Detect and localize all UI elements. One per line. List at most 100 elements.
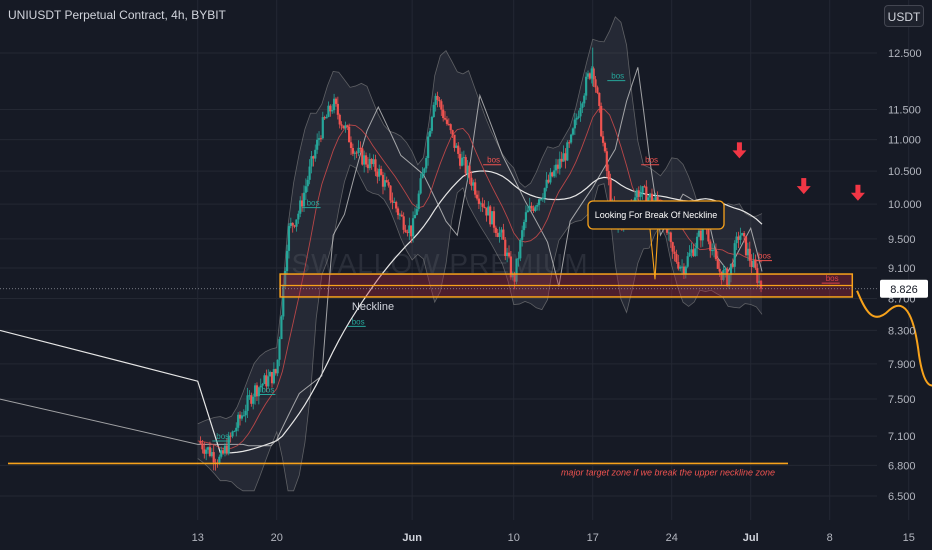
candle-body: [314, 149, 317, 159]
candle-body: [344, 125, 347, 129]
candle-body: [573, 119, 576, 129]
candle-body: [400, 214, 403, 217]
candle-body: [302, 192, 306, 207]
candle-body: [679, 266, 682, 269]
y-tick-label: 12.500: [888, 48, 922, 60]
candle-body: [263, 375, 266, 384]
candle-body: [667, 232, 670, 234]
candle-body: [443, 118, 447, 120]
candle-body: [566, 142, 569, 161]
callout-label: Looking For Break Of Neckline: [595, 210, 718, 220]
chart-title: UNIUSDT Perpetual Contract, 4h, BYBIT: [8, 8, 226, 22]
candle-body: [543, 188, 546, 198]
candle-body: [393, 201, 396, 203]
down-arrow-shaft: [855, 184, 861, 194]
candle-body: [299, 200, 302, 214]
candle-body: [227, 435, 230, 454]
bos-label: bos: [216, 432, 229, 441]
candle-body: [396, 208, 400, 216]
y-tick-label: 10.000: [888, 199, 922, 211]
candle-body: [475, 194, 479, 199]
candle-body: [410, 225, 413, 237]
candle-body: [680, 266, 684, 268]
candle-body: [370, 158, 373, 165]
candle-body: [427, 136, 430, 159]
candle-body: [592, 68, 595, 80]
candle-body: [432, 104, 435, 118]
candle-body: [474, 182, 477, 195]
candle-body: [246, 395, 249, 411]
candle-body: [746, 248, 749, 256]
down-arrow-shaft: [801, 178, 807, 188]
candle-body: [278, 339, 281, 360]
candle-body: [398, 214, 402, 216]
x-tick-label: 24: [666, 532, 678, 544]
candle-body: [538, 199, 541, 206]
candle-body: [551, 172, 554, 177]
candle-body: [650, 193, 654, 203]
candle-body: [739, 235, 742, 240]
candle-body: [590, 68, 593, 79]
candle-body: [568, 142, 571, 144]
candle-body: [560, 158, 563, 162]
candle-body: [506, 252, 509, 256]
bos-label: bos: [352, 317, 365, 326]
candle-body: [222, 450, 225, 454]
candle-body: [547, 179, 550, 183]
candle-body: [372, 159, 375, 165]
candle-body: [716, 259, 719, 269]
candle-body: [752, 260, 755, 268]
candle-body: [470, 177, 473, 186]
candle-body: [233, 431, 236, 433]
candle-body: [526, 210, 529, 213]
candle-body: [748, 248, 751, 261]
candle-body: [206, 447, 210, 450]
candle-body: [741, 233, 744, 236]
candle-body: [509, 256, 512, 278]
candle-body: [690, 249, 693, 253]
candle-body: [759, 280, 763, 289]
candle-body: [585, 76, 588, 96]
currency-button[interactable]: USDT: [884, 5, 924, 27]
candle-body: [319, 138, 323, 140]
candle-body: [517, 258, 520, 260]
candle-body: [487, 206, 490, 216]
bollinger-upper: [197, 16, 763, 425]
candle-body: [492, 211, 496, 228]
candle-body: [726, 268, 729, 286]
down-arrow-icon: [732, 150, 747, 159]
candle-body: [489, 206, 492, 225]
y-tick-label: 6.800: [888, 460, 916, 472]
down-arrow-icon: [796, 186, 811, 195]
candle-body: [310, 156, 313, 167]
candle-body: [436, 95, 439, 100]
candle-body: [515, 258, 518, 282]
candle-body: [376, 171, 379, 177]
candle-body: [490, 211, 494, 225]
candle-body: [357, 147, 360, 153]
projection-path: [856, 290, 932, 387]
candle-body: [430, 117, 433, 131]
candle-body: [645, 186, 648, 205]
x-tick-label: 17: [587, 532, 599, 544]
candle-body: [524, 212, 528, 223]
candle-body: [235, 427, 238, 432]
candle-body: [348, 126, 351, 143]
candle-body: [737, 236, 740, 240]
candle-body: [413, 214, 417, 219]
candle-body: [720, 271, 723, 280]
candle-body: [223, 445, 227, 454]
candle-body: [265, 375, 268, 387]
candle-body: [513, 274, 516, 282]
candle-body: [445, 119, 449, 124]
candle-body: [208, 447, 212, 456]
candle-body: [598, 92, 601, 106]
candle-body: [743, 233, 746, 237]
candle-body: [707, 229, 710, 242]
candle-body: [466, 165, 469, 174]
candle-body: [438, 99, 441, 102]
candle-body: [361, 148, 364, 165]
candle-body: [607, 170, 610, 180]
y-tick-label: 6.500: [888, 491, 916, 503]
